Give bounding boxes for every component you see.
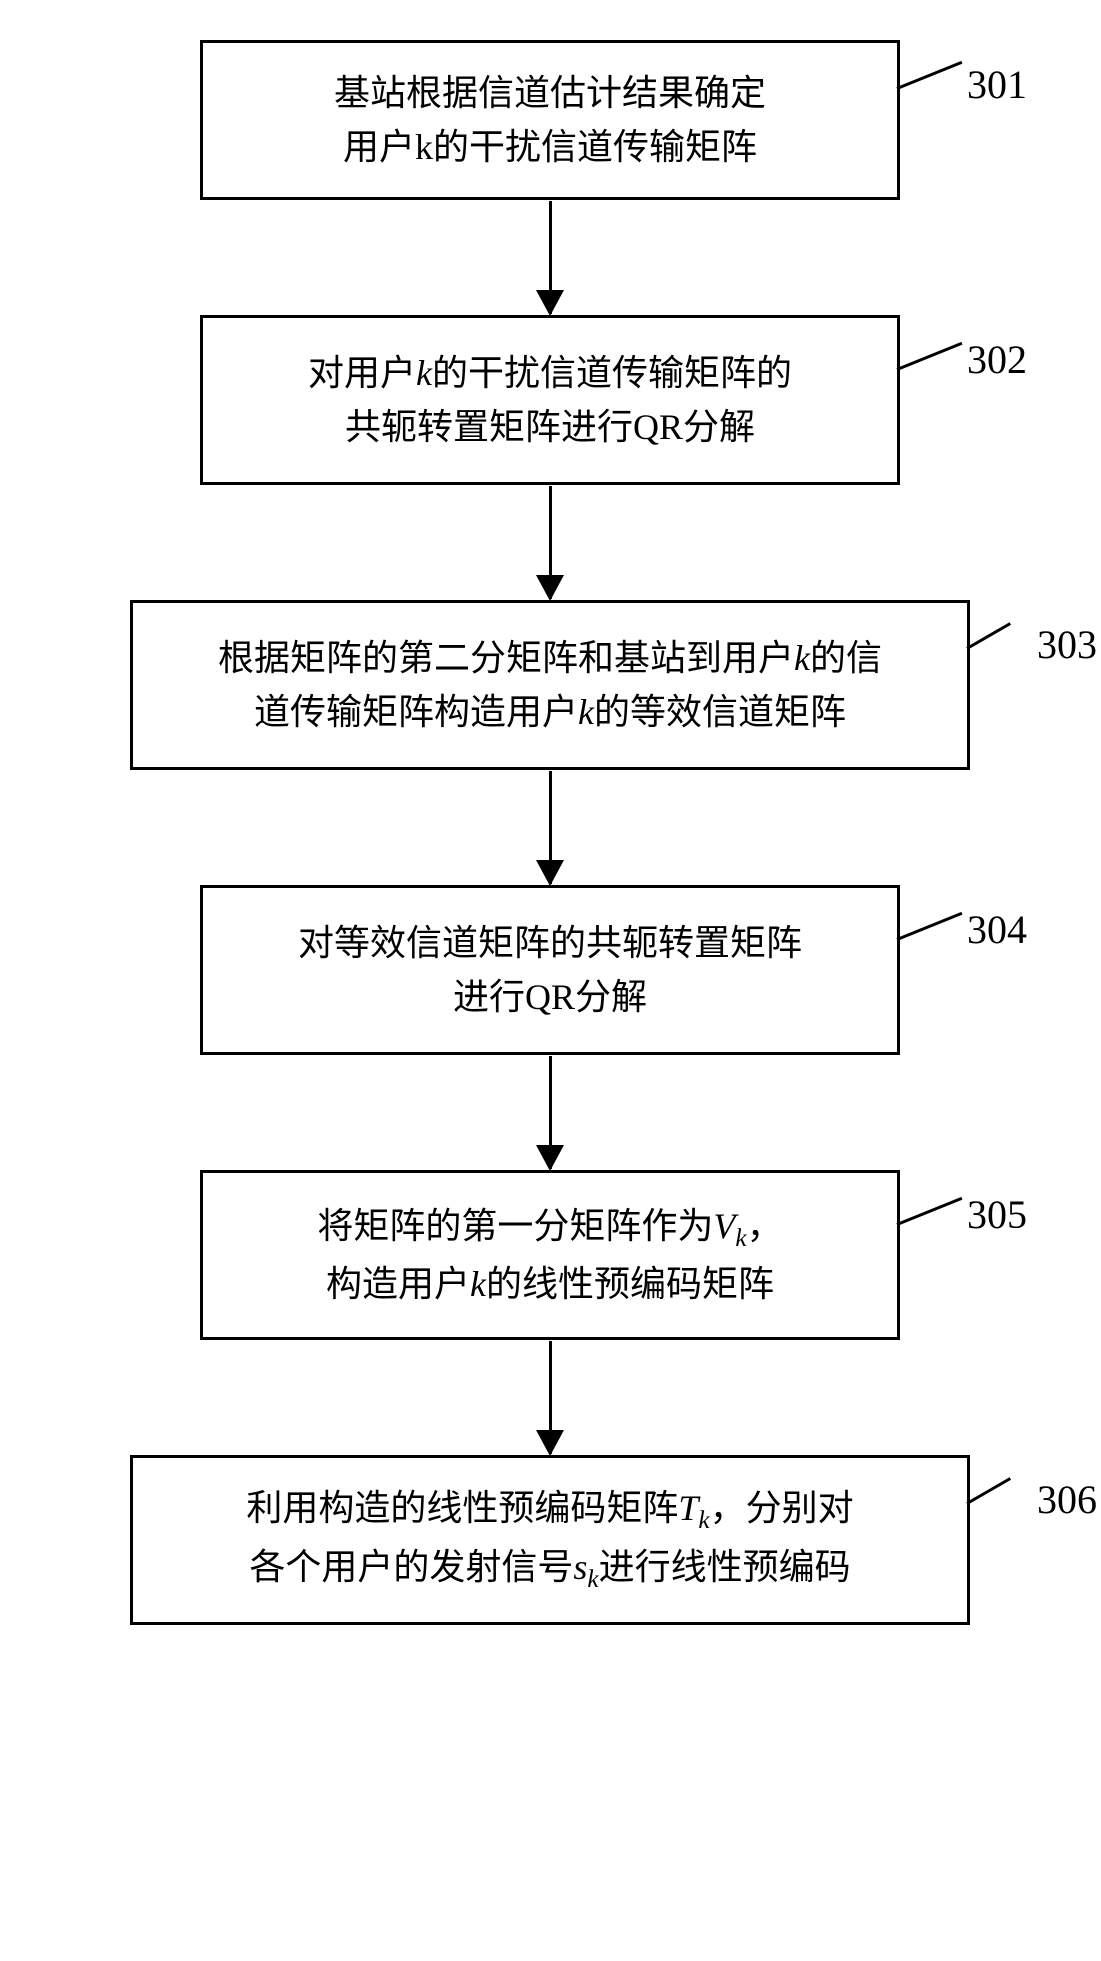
box-text-line: 基站根据信道估计结果确定	[334, 66, 766, 120]
label-connector	[966, 1477, 1011, 1505]
flowchart-step: 基站根据信道估计结果确定用户k的干扰信道传输矩阵 301	[50, 40, 1050, 200]
arrow-line	[549, 486, 552, 599]
box-text-line: 构造用户k的线性预编码矩阵	[326, 1257, 774, 1311]
arrow-head-icon	[536, 1145, 564, 1171]
box-text-line: 各个用户的发射信号sk进行线性预编码	[249, 1540, 850, 1599]
arrow-line	[549, 1056, 552, 1169]
label-connector	[966, 622, 1011, 650]
arrow-head-icon	[536, 1430, 564, 1456]
flowchart-arrow	[50, 1055, 1050, 1170]
flowchart-step: 将矩阵的第一分矩阵作为Vk，构造用户k的线性预编码矩阵 305	[50, 1170, 1050, 1340]
arrow-head-icon	[536, 290, 564, 316]
arrow-head-icon	[536, 575, 564, 601]
step-label: 302	[967, 336, 1027, 383]
flowchart-box: 利用构造的线性预编码矩阵Tk，分别对各个用户的发射信号sk进行线性预编码306	[130, 1455, 970, 1625]
box-text-line: 进行QR分解	[453, 970, 647, 1024]
step-label: 304	[967, 906, 1027, 953]
box-text-line: 对用户k的干扰信道传输矩阵的	[308, 346, 792, 400]
box-text-line: 用户k的干扰信道传输矩阵	[343, 120, 757, 174]
flowchart-arrow	[50, 1340, 1050, 1455]
step-label: 303	[1037, 621, 1097, 668]
step-label: 306	[1037, 1476, 1097, 1523]
flowchart-step: 利用构造的线性预编码矩阵Tk，分别对各个用户的发射信号sk进行线性预编码306	[50, 1455, 1050, 1625]
flowchart-step: 对等效信道矩阵的共轭转置矩阵进行QR分解 304	[50, 885, 1050, 1055]
arrow-line	[549, 1341, 552, 1454]
box-text-line: 根据矩阵的第二分矩阵和基站到用户k的信	[218, 631, 882, 685]
arrow-head-icon	[536, 860, 564, 886]
box-text-line: 共轭转置矩阵进行QR分解	[345, 400, 755, 454]
flowchart-step: 根据矩阵的第二分矩阵和基站到用户k的信道传输矩阵构造用户k的等效信道矩阵303	[50, 600, 1050, 770]
flowchart-arrow	[50, 485, 1050, 600]
step-label: 305	[967, 1191, 1027, 1238]
label-connector	[896, 1197, 962, 1226]
box-text-line: 道传输矩阵构造用户k的等效信道矩阵	[254, 685, 846, 739]
label-connector	[896, 342, 962, 371]
flowchart-container: 基站根据信道估计结果确定用户k的干扰信道传输矩阵 301 对用户k的干扰信道传输矩阵…	[50, 40, 1050, 1625]
flowchart-box: 基站根据信道估计结果确定用户k的干扰信道传输矩阵301	[200, 40, 900, 200]
label-connector	[896, 61, 962, 90]
flowchart-box: 根据矩阵的第二分矩阵和基站到用户k的信道传输矩阵构造用户k的等效信道矩阵303	[130, 600, 970, 770]
flowchart-arrow	[50, 770, 1050, 885]
label-connector	[896, 912, 962, 941]
box-text-line: 对等效信道矩阵的共轭转置矩阵	[298, 916, 802, 970]
box-text-line: 利用构造的线性预编码矩阵Tk，分别对	[246, 1481, 853, 1540]
flowchart-step: 对用户k的干扰信道传输矩阵的共轭转置矩阵进行QR分解 302	[50, 315, 1050, 485]
flowchart-box: 对等效信道矩阵的共轭转置矩阵进行QR分解304	[200, 885, 900, 1055]
arrow-line	[549, 771, 552, 884]
flowchart-box: 将矩阵的第一分矩阵作为Vk，构造用户k的线性预编码矩阵305	[200, 1170, 900, 1340]
step-label: 301	[967, 61, 1027, 108]
arrow-line	[549, 201, 552, 314]
flowchart-arrow	[50, 200, 1050, 315]
box-text-line: 将矩阵的第一分矩阵作为Vk，	[317, 1199, 782, 1258]
flowchart-box: 对用户k的干扰信道传输矩阵的共轭转置矩阵进行QR分解302	[200, 315, 900, 485]
